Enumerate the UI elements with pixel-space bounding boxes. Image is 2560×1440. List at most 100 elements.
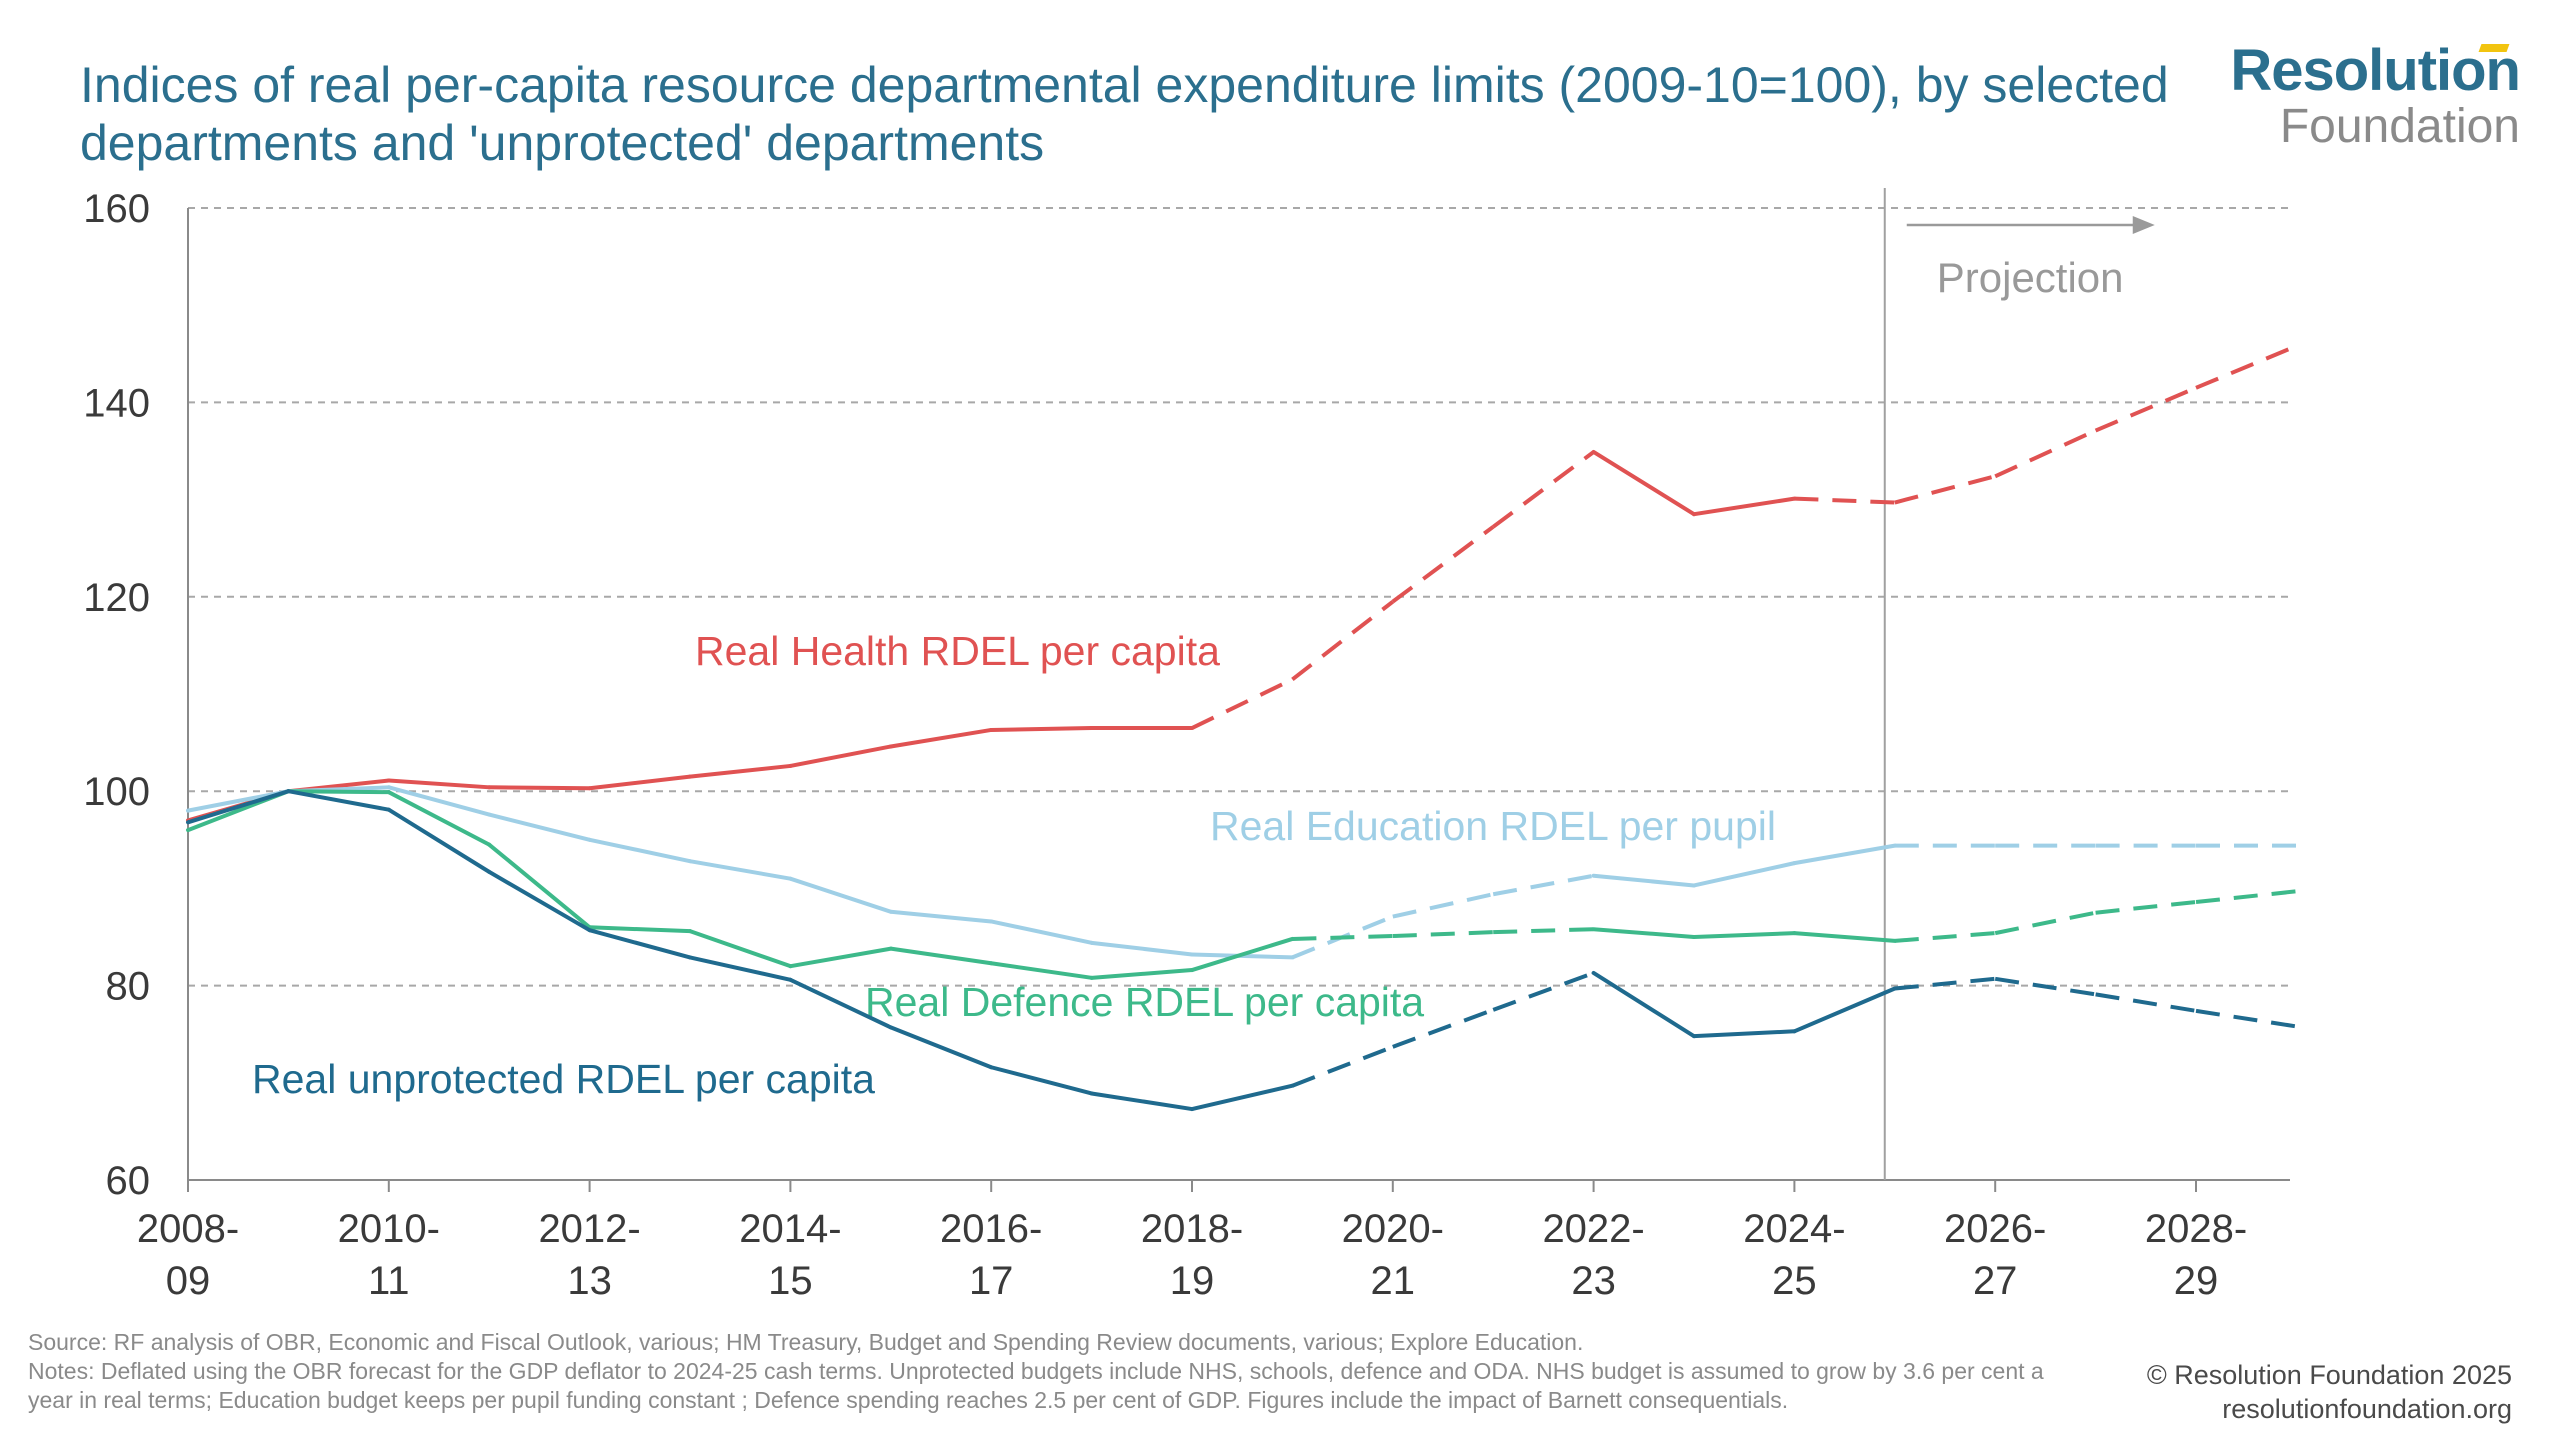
y-tick-label: 140 [83,381,150,425]
series-segment [2195,889,2297,904]
footer-credits: © Resolution Foundation 2025 resolutionf… [2147,1358,2512,1426]
series-segment [1191,677,1294,730]
series-segment [1492,971,1595,1012]
series-segment [1292,934,1393,941]
series-segment [1692,861,1797,888]
series-segment [1792,931,1897,943]
x-tick-label: 15 [768,1259,813,1303]
series-segment [587,925,692,934]
series-segment [1591,970,1696,1039]
series-segment [1392,1008,1494,1049]
series-segment [1894,931,1996,943]
website-link[interactable]: resolutionfoundation.org [2222,1394,2512,1424]
series-segment [286,789,391,795]
y-tick-label: 100 [83,770,150,814]
resolution-foundation-logo: Resolution Foundation [2230,38,2521,153]
series-segment [1894,976,1996,991]
chart-title: Indices of real per-capita resource depa… [80,57,2169,171]
series-segment [386,778,492,790]
series-segment [1894,474,1996,505]
x-tick-label: 25 [1772,1259,1817,1303]
series-segment [888,909,994,924]
series-segment [1492,450,1595,529]
x-tick-label: 2016- [940,1207,1042,1251]
series-segment [1692,931,1797,939]
x-tick-label: 27 [1973,1259,2018,1303]
series-segment [989,726,1094,732]
series-segment [1089,940,1194,957]
series-segment [1089,1091,1194,1112]
series-segment [1591,449,1696,517]
series-segment [1792,986,1897,1034]
x-tick-label: 29 [2174,1259,2219,1303]
x-tick-label: 2026- [1944,1207,2046,1251]
x-tick-label: 2010- [338,1207,440,1251]
source-note: Source: RF analysis of OBR, Economic and… [28,1329,1584,1355]
series-segment [989,919,1094,945]
x-tick-label: 2014- [739,1207,841,1251]
series-segment [386,807,492,874]
series-segment [1291,600,1395,682]
x-tick-label: 2028- [2145,1207,2247,1251]
series-segment [888,1025,994,1070]
series-segment [1190,1083,1295,1112]
series-segment [2095,992,2197,1013]
series-segment [2195,344,2298,390]
x-tick-label: 2012- [538,1207,640,1251]
x-tick-label: 17 [969,1259,1014,1303]
series-segment [688,859,793,881]
series-segment [286,789,391,812]
x-tick-label: 2018- [1141,1207,1243,1251]
series-segment [2094,385,2197,433]
series-segment [487,869,592,933]
series-segment [1492,873,1594,897]
series-label: Real Health RDEL per capita [695,628,1220,674]
series-label: Real Defence RDEL per capita [865,979,1424,1025]
series-segment [2195,1008,2297,1029]
series-segment [1692,496,1797,517]
series-segment [788,946,893,969]
series-segment [1591,927,1696,939]
y-tick-label: 80 [106,965,151,1009]
series-segment [1493,927,1594,935]
logo-line-2: Foundation [2279,100,2520,153]
series-segment [587,928,692,960]
series-segment [1994,976,2096,997]
series-segment [386,785,492,817]
series-segment [888,727,994,749]
series-label: Real Education RDEL per pupil [1210,803,1776,849]
series-segment [1591,873,1696,888]
series-segment [487,812,592,842]
projection-label: Projection [1937,254,2124,301]
series-segment [1190,936,1295,973]
series-segment [688,955,793,982]
series-segment [1994,910,2096,936]
series-segment [989,961,1094,980]
methodology-note: Notes: Deflated using the OBR forecast f… [28,1358,2044,1413]
series-segment [989,1065,1094,1096]
series-segment [788,876,893,914]
copyright-text: © Resolution Foundation 2025 [2146,1360,2512,1390]
series-label: Real unprotected RDEL per capita [252,1056,875,1102]
series-segment [587,774,692,791]
x-tick-label: 13 [567,1259,612,1303]
x-tick-label: 2008- [137,1207,239,1251]
series-segment [487,785,592,791]
series-segment [1792,843,1897,866]
logo-line-1: Resolution [2230,38,2521,103]
series-segment [688,763,793,779]
series-segment [487,842,592,930]
y-tick-label: 120 [83,576,150,620]
projection-arrow-head [2132,216,2155,234]
series-segment [1291,1044,1394,1088]
series-segment [186,789,291,825]
series-segment [1692,1029,1797,1039]
x-tick-label: 11 [368,1259,410,1303]
series-segment [2095,900,2197,915]
y-tick-label: 60 [106,1159,151,1203]
x-tick-label: 2022- [1542,1207,1644,1251]
series-segment [1391,525,1495,604]
x-tick-label: 19 [1170,1259,1215,1303]
x-tick-label: 23 [1571,1259,1616,1303]
